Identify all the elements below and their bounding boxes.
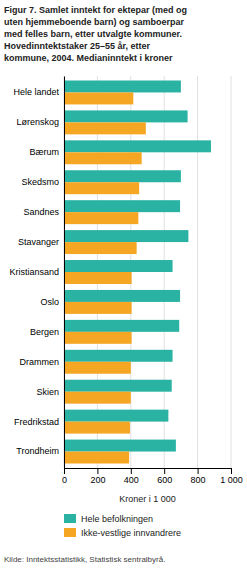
legend-label: Ikke-vestlige innvandrere [81,528,181,538]
tick: Bærum [29,147,59,157]
legend: Hele befolkningen Ikke-vestlige innvandre… [64,514,181,538]
tick-label: Stavanger [18,237,59,247]
bar [64,200,180,212]
grid-line [231,76,232,468]
bar [64,362,131,374]
tick: 600 [157,468,172,485]
title: med felles barn, etter utvalgte kommuner… [4,29,182,39]
x-axis: 0 200 400 600 800 1 000 [62,468,243,485]
tick-label: Trondheim [16,446,59,456]
tick-label: Hele landet [13,87,59,97]
tick: Kristiansand [9,267,59,277]
axis-line [64,77,65,469]
tick-label: Bergen [30,327,59,337]
tick: 0 [62,468,67,485]
legend-item: Ikke-vestlige innvandrere [64,528,181,538]
axis-line [65,469,232,475]
bar [64,170,181,182]
bar [64,392,131,404]
bar [64,332,132,344]
tick: Stavanger [18,237,59,247]
tick: Trondheim [16,446,59,456]
tick-label: 400 [124,475,139,485]
bar [64,152,142,164]
bar [64,122,146,134]
grid-line [64,76,65,468]
chart: Figur 7. Samlet inntekt for ektepar (med… [0,0,247,570]
source: Kilde: Inntektsstatistikk, Statistisk se… [4,555,165,564]
tick: Oslo [40,297,59,307]
title-group: Figur 7. Samlet inntekt for ektepar (med… [4,5,187,63]
bar [64,80,181,92]
legend-label: Hele befolkningen [81,514,153,524]
bar [64,212,138,224]
tick-label: 600 [157,475,172,485]
title: Figur 7. Samlet inntekt for ektepar (med… [4,5,187,15]
tick: Lørenskog [16,117,59,127]
tick-label: Lørenskog [16,117,59,127]
title: uten hjemmeboende barn) og samboerpar [4,17,185,27]
bar [64,302,132,314]
tick-label: Bærum [29,147,59,157]
tick-label: Fredrikstad [14,416,59,426]
bar [64,410,168,422]
tick-label: Skedsmo [21,177,59,187]
series [64,92,146,463]
tick: Hele landet [13,87,59,97]
tick: 800 [191,468,206,485]
tick-label: Skien [36,387,59,397]
tick-label: Kristiansand [9,267,59,277]
bar [64,452,129,464]
tick-mark [198,468,199,474]
bar [64,182,139,194]
x-axis-title: Kroner i 1 000 [119,494,176,504]
bar [64,290,180,302]
tick-mark [64,468,65,474]
bar [64,350,173,362]
tick-mark [131,468,132,474]
bar [64,320,179,332]
series [64,80,211,451]
bar [64,272,132,284]
legend-swatch [64,514,76,523]
tick: Fredrikstad [14,416,59,426]
tick: Skien [36,387,59,397]
tick: 200 [90,468,105,485]
tick: 400 [124,468,139,485]
y-axis: Hele landet Lørenskog Bærum Skedsmo Sandnes S… [9,77,64,469]
tick-label: Drammen [19,357,59,367]
legend-item: Hele befolkningen [64,514,153,524]
bar [64,110,188,122]
bars [64,80,211,463]
bar [64,242,137,254]
tick: Bergen [30,327,59,337]
tick: Sandnes [23,207,59,217]
tick: Skedsmo [21,177,59,187]
tick-mark [164,468,165,474]
title: kommune, 2004. Medianinntekt i kroner [4,53,173,63]
tick: 1 000 [220,468,243,485]
bar [64,260,173,272]
tick-label: 0 [62,475,67,485]
tick: Drammen [19,357,59,367]
tick-label: 200 [90,475,105,485]
bar [64,140,211,152]
grid [64,76,231,468]
bar [64,422,130,434]
tick-label: Sandnes [23,207,59,217]
title: Hovedinntektstaker 25–55 år, etter [4,41,151,51]
bar [64,230,188,242]
tick-label: 1 000 [220,475,243,485]
legend-swatch [64,528,76,537]
bar [64,440,176,452]
bar [64,92,133,104]
grid-line [197,76,198,468]
tick-mark [231,468,232,474]
tick-label: Oslo [40,297,59,307]
tick-mark [97,468,98,474]
tick-label: 800 [191,475,206,485]
bar [64,380,172,392]
plot: 0 200 400 600 800 1 000 Hele landet Lørenskog Bæ… [9,76,242,504]
